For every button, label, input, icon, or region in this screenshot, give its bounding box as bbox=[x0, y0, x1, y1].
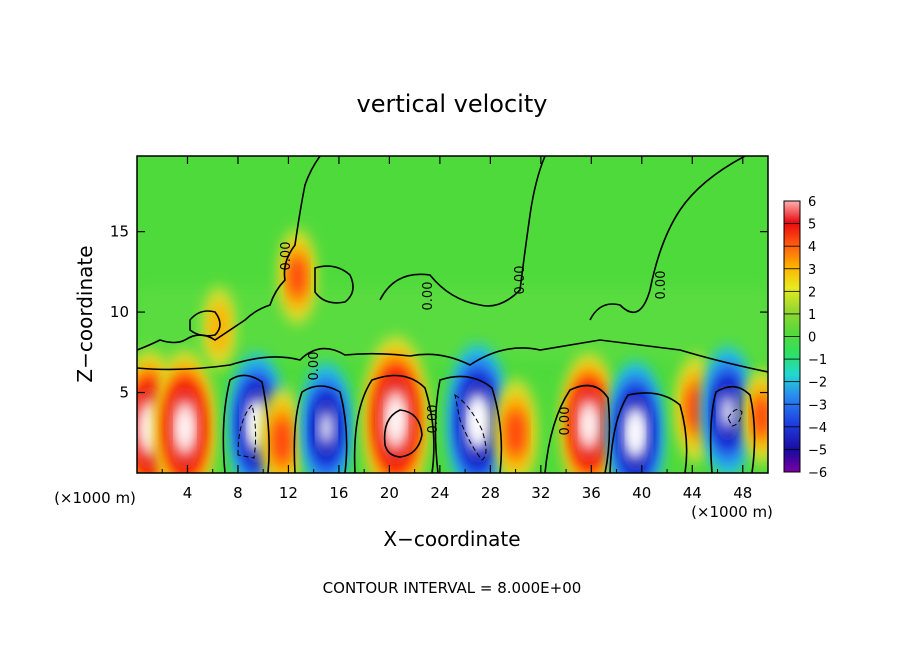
contour-label: 0.00 bbox=[654, 271, 669, 300]
x-unit-note: (×1000 m) bbox=[691, 503, 773, 521]
colorbar-ticks: 6 5 4 3 2 1 0 −1 −2 −3 −4 −5 −6 bbox=[784, 195, 827, 481]
field-level bbox=[288, 255, 306, 299]
colorbar-tick-label: 1 bbox=[808, 308, 816, 323]
contour-line bbox=[189, 310, 221, 337]
colorbar-tick-label: −2 bbox=[808, 376, 827, 391]
contour-label: 0.00 bbox=[558, 407, 573, 436]
y-axis-title: Z−coordinate bbox=[73, 245, 97, 382]
updraft-cell bbox=[278, 228, 317, 325]
contour-line bbox=[434, 375, 503, 473]
contour-label: 0.00 bbox=[513, 266, 528, 295]
contour-line bbox=[589, 156, 746, 321]
x-tick-label: 4 bbox=[183, 484, 193, 502]
x-tick-label: 28 bbox=[481, 484, 500, 502]
updraft-cell bbox=[560, 352, 617, 473]
field-level bbox=[250, 407, 264, 443]
downdraft-cell bbox=[300, 361, 353, 473]
contour-line bbox=[293, 385, 348, 473]
colorbar-tick-label: −4 bbox=[808, 421, 827, 436]
colorbar-tick-label: −1 bbox=[808, 353, 827, 368]
colorbar: 6 5 4 3 2 1 0 −1 −2 −3 −4 −5 −6 bbox=[783, 195, 827, 481]
colorbar-tick-label: −5 bbox=[808, 443, 827, 458]
contour-line bbox=[383, 409, 423, 458]
chart-title: vertical velocity bbox=[357, 90, 548, 118]
y-tick-label: 10 bbox=[110, 303, 129, 321]
contour-line bbox=[727, 409, 743, 427]
plot-area: 0.00 0.00 0.00 0.00 0.00 0.00 0.00 bbox=[136, 155, 769, 474]
updraft-cell bbox=[363, 335, 429, 473]
contour-line bbox=[454, 393, 487, 461]
contour-line bbox=[353, 374, 435, 473]
x-tick-label: 24 bbox=[430, 484, 449, 502]
colorbar-tick-label: 6 bbox=[808, 195, 816, 210]
colorbar-tick-label: 0 bbox=[808, 331, 816, 346]
x-axis-title: X−coordinate bbox=[383, 527, 520, 551]
contour-label: 0.00 bbox=[279, 242, 294, 271]
contour-label: 0.00 bbox=[421, 282, 436, 311]
contour-line bbox=[314, 265, 354, 304]
contour-line bbox=[137, 339, 768, 373]
field-level bbox=[628, 415, 643, 451]
contour-line bbox=[237, 403, 257, 459]
field-level bbox=[318, 409, 334, 447]
contour-interval-note: CONTOUR INTERVAL = 8.000E+00 bbox=[323, 579, 582, 597]
field-level bbox=[506, 408, 526, 457]
y-unit-note: (×1000 m) bbox=[54, 489, 136, 507]
x-tick-label: 12 bbox=[279, 484, 298, 502]
updraft-cell bbox=[742, 368, 768, 465]
field-level bbox=[387, 399, 404, 441]
colorbar-tick-label: −3 bbox=[808, 398, 827, 413]
field-level bbox=[686, 384, 706, 433]
x-tick-label: 44 bbox=[683, 484, 702, 502]
field-level bbox=[272, 416, 292, 465]
contour-label: 0.00 bbox=[307, 352, 322, 381]
contour-line bbox=[609, 392, 688, 473]
field-level bbox=[753, 395, 768, 439]
contour-labels: 0.00 0.00 0.00 0.00 0.00 0.00 0.00 bbox=[279, 242, 669, 436]
colorbar-tick-label: 5 bbox=[808, 218, 816, 233]
contour-line bbox=[222, 374, 270, 473]
field-level bbox=[720, 392, 735, 431]
x-tick-label: 36 bbox=[582, 484, 601, 502]
x-tick-label: 16 bbox=[329, 484, 348, 502]
contour-line bbox=[544, 384, 611, 473]
colorbar-tick-label: 3 bbox=[808, 263, 816, 278]
field-level bbox=[142, 409, 157, 447]
updraft-cell bbox=[260, 386, 304, 473]
contour-label: 0.00 bbox=[426, 405, 441, 434]
y-axis: 5 10 15 bbox=[110, 223, 768, 402]
x-tick-label: 48 bbox=[733, 484, 752, 502]
y-tick-label: 5 bbox=[119, 384, 129, 402]
x-tick-label: 40 bbox=[632, 484, 651, 502]
updraft-cell bbox=[494, 378, 537, 473]
contour-line bbox=[137, 156, 321, 351]
downdraft-cell bbox=[701, 345, 754, 473]
colorbar-tick-label: 2 bbox=[808, 285, 816, 300]
updraft-cell bbox=[154, 349, 216, 473]
x-tick-label: 32 bbox=[531, 484, 550, 502]
plot-frame bbox=[136, 155, 769, 474]
zero-contours bbox=[137, 156, 768, 473]
field-level bbox=[177, 409, 193, 447]
colorbar-tick-label: 4 bbox=[808, 240, 816, 255]
colorbar-tick-label: −6 bbox=[808, 466, 827, 481]
y-tick-label: 15 bbox=[110, 223, 129, 241]
downdraft-cell bbox=[607, 360, 664, 473]
contour-line bbox=[379, 156, 546, 307]
x-axis: 4 8 12 16 20 24 28 32 36 40 44 48 bbox=[161, 156, 752, 502]
field-level bbox=[581, 407, 596, 443]
contour-line bbox=[709, 385, 756, 473]
x-tick-label: 8 bbox=[233, 484, 243, 502]
x-tick-label: 20 bbox=[380, 484, 399, 502]
